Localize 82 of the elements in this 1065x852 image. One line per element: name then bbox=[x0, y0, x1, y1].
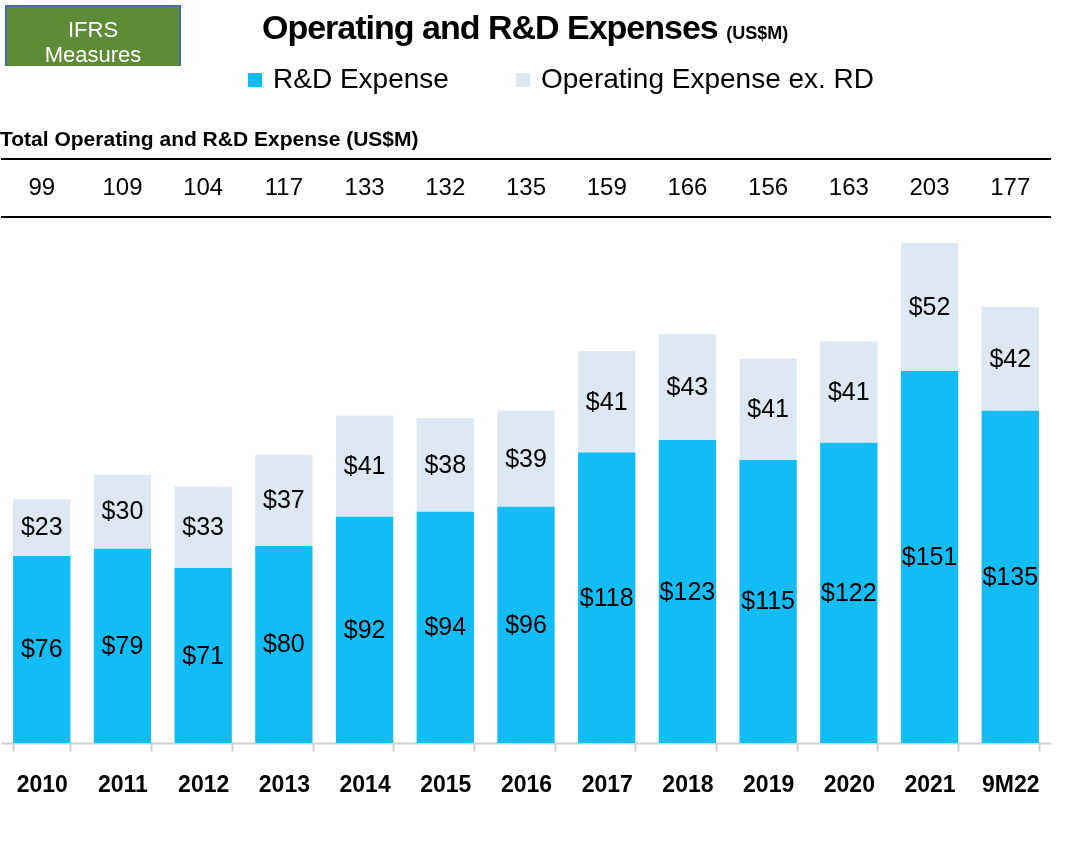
bar bbox=[820, 442, 878, 743]
text: 104 bbox=[183, 173, 224, 200]
x-tick-label: 2020 bbox=[823, 770, 875, 797]
bar bbox=[578, 351, 636, 453]
data-label: $79 bbox=[101, 630, 144, 659]
bar bbox=[416, 511, 474, 743]
text: 203 bbox=[909, 173, 950, 200]
data-label: $38 bbox=[424, 449, 467, 478]
x-tick-label: 2018 bbox=[662, 770, 714, 797]
x-tick-label: 2017 bbox=[581, 770, 633, 797]
x-tick-label: 2021 bbox=[904, 770, 956, 797]
bar bbox=[658, 440, 717, 743]
x-tick-label: 2016 bbox=[500, 770, 553, 797]
text: 156 bbox=[748, 173, 789, 200]
data-label: $151 bbox=[901, 542, 958, 571]
data-label: $135 bbox=[982, 561, 1039, 590]
data-label: $33 bbox=[182, 512, 225, 541]
text: 109 bbox=[102, 173, 143, 200]
bar bbox=[93, 548, 152, 743]
chart-title: Operating and R&D Expenses bbox=[262, 8, 718, 46]
bar bbox=[497, 506, 555, 743]
text: IFRS Measures bbox=[5, 5, 181, 79]
bar bbox=[981, 410, 1039, 743]
data-label: $115 bbox=[741, 586, 795, 615]
x-tick-label: 2013 bbox=[258, 770, 310, 797]
x-tick-label: 2015 bbox=[420, 770, 472, 797]
text: 135 bbox=[505, 173, 547, 200]
data-label: $52 bbox=[908, 292, 951, 321]
bar bbox=[739, 358, 797, 460]
bar bbox=[981, 307, 1039, 411]
data-label: $41 bbox=[747, 394, 789, 423]
text: 163 bbox=[828, 173, 869, 200]
data-label: $41 bbox=[827, 377, 870, 406]
bar bbox=[497, 410, 555, 507]
data-label: $94 bbox=[424, 612, 467, 641]
data-label: $41 bbox=[343, 450, 386, 479]
x-tick-label: 2011 bbox=[98, 770, 149, 797]
bar bbox=[13, 555, 71, 743]
bar bbox=[335, 415, 394, 517]
x-tick-label: 2012 bbox=[178, 770, 230, 797]
text: 132 bbox=[425, 173, 466, 200]
legend-label: Operating Expense ex. RD bbox=[541, 63, 875, 94]
x-tick-label: 2019 bbox=[743, 770, 795, 797]
text: 177 bbox=[990, 173, 1031, 200]
bar bbox=[255, 545, 313, 743]
data-label: $71 bbox=[182, 640, 225, 669]
bar bbox=[255, 454, 313, 546]
legend-label: R&D Expense bbox=[273, 63, 449, 94]
data-label: $80 bbox=[263, 629, 305, 658]
data-label: $76 bbox=[20, 634, 63, 663]
text: 133 bbox=[344, 173, 385, 200]
data-label: $39 bbox=[505, 443, 547, 472]
data-label: $118 bbox=[579, 582, 634, 611]
data-label: $122 bbox=[821, 577, 877, 606]
bar bbox=[335, 516, 394, 743]
bar bbox=[739, 459, 797, 743]
data-label: $43 bbox=[666, 372, 709, 401]
data-label: $123 bbox=[659, 576, 716, 605]
data-label: $30 bbox=[101, 496, 144, 525]
bar bbox=[900, 371, 959, 743]
bar bbox=[174, 486, 232, 569]
x-tick-label: 2014 bbox=[339, 770, 391, 797]
data-label: $96 bbox=[505, 609, 547, 638]
data-label: $23 bbox=[20, 512, 63, 541]
x-tick-label: 9M22 bbox=[981, 770, 1040, 797]
text: 99 bbox=[28, 173, 56, 200]
data-label: $37 bbox=[263, 485, 305, 514]
x-tick-label: 2010 bbox=[16, 770, 68, 797]
bar bbox=[174, 568, 232, 743]
data-label: $41 bbox=[585, 386, 628, 415]
data-label: $92 bbox=[343, 614, 386, 643]
bar bbox=[658, 334, 717, 441]
bar bbox=[820, 341, 878, 443]
chart-subtitle: (US$M) bbox=[726, 23, 789, 43]
text: 166 bbox=[667, 173, 708, 200]
text: 159 bbox=[586, 173, 627, 200]
bar bbox=[900, 243, 959, 372]
bar bbox=[578, 452, 636, 743]
bar bbox=[416, 417, 474, 512]
data-label: $42 bbox=[989, 343, 1032, 372]
text: Total Operating and R&D Expense (US$M) bbox=[0, 127, 419, 150]
text: 117 bbox=[264, 173, 304, 200]
